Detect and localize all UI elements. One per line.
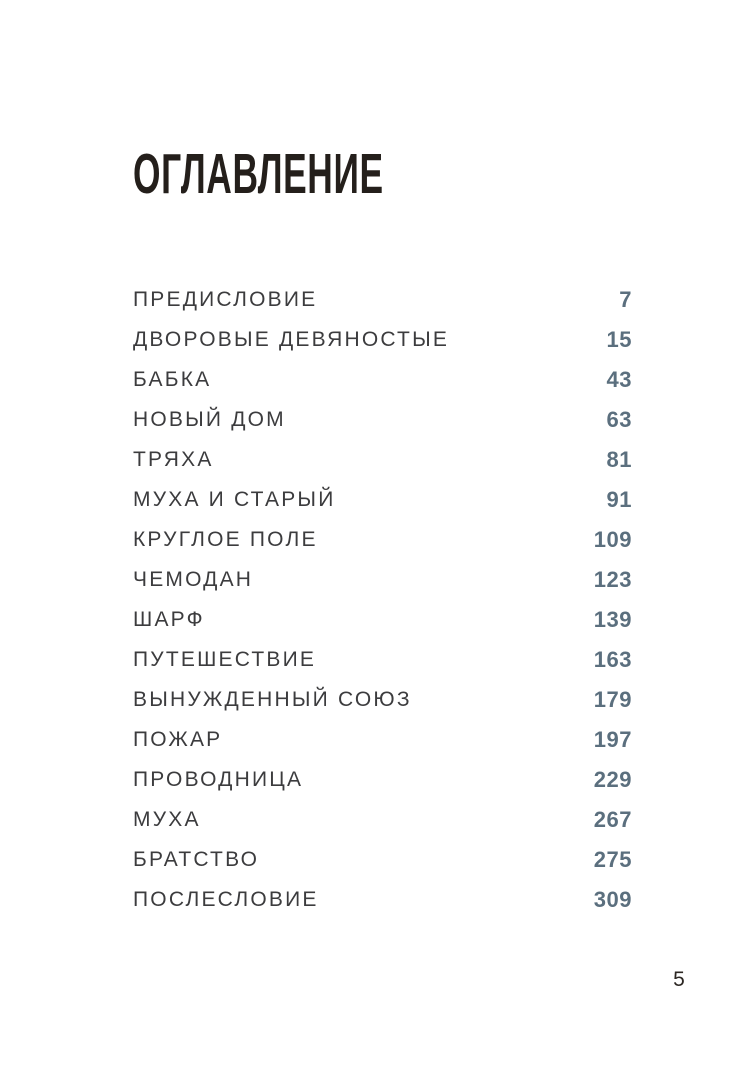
toc-entry-title: ПОЖАР xyxy=(133,728,223,751)
toc-entry-title: ДВОРОВЫЕ ДЕВЯНОСТЫЕ xyxy=(133,328,450,351)
toc-entry-row: ПОЖАР 197 xyxy=(133,720,632,760)
toc-entry-title: МУХА И СТАРЫЙ xyxy=(133,488,336,511)
toc-entry-title: ПРЕДИСЛОВИЕ xyxy=(133,288,318,311)
toc-entry-row: ПРОВОДНИЦА 229 xyxy=(133,760,632,800)
folio-page-number: 5 xyxy=(673,968,685,991)
toc-entry-row: МУХА И СТАРЫЙ 91 xyxy=(133,480,632,520)
toc-entry-row: НОВЫЙ ДОМ 63 xyxy=(133,400,632,440)
toc-list: ПРЕДИСЛОВИЕ 7 ДВОРОВЫЕ ДЕВЯНОСТЫЕ 15 БАБ… xyxy=(133,280,632,920)
toc-entry-title: НОВЫЙ ДОМ xyxy=(133,408,286,431)
toc-entry-page: 123 xyxy=(593,567,632,592)
toc-entry-page: 179 xyxy=(593,687,632,712)
toc-entry-page: 63 xyxy=(606,407,632,432)
toc-entry-page: 109 xyxy=(593,527,632,552)
toc-entry-page: 43 xyxy=(606,367,632,392)
toc-entry-title: БРАТСТВО xyxy=(133,848,260,871)
toc-entry-title: БАБКА xyxy=(133,368,212,391)
toc-entry-row: ТРЯХА 81 xyxy=(133,440,632,480)
toc-entry-row: ДВОРОВЫЕ ДЕВЯНОСТЫЕ 15 xyxy=(133,320,632,360)
toc-entry-page: 197 xyxy=(593,727,632,752)
toc-entry-page: 229 xyxy=(593,767,632,792)
toc-entry-page: 163 xyxy=(593,647,632,672)
toc-entry-title: КРУГЛОЕ ПОЛЕ xyxy=(133,528,318,551)
toc-entry-title: ВЫНУЖДЕННЫЙ СОЮЗ xyxy=(133,688,412,711)
toc-entry-row: ПУТЕШЕСТВИЕ 163 xyxy=(133,640,632,680)
toc-entry-row: ПРЕДИСЛОВИЕ 7 xyxy=(133,280,632,320)
toc-entry-title: ПОСЛЕСЛОВИЕ xyxy=(133,888,319,911)
toc-entry-title: МУХА xyxy=(133,808,201,831)
toc-entry-page: 275 xyxy=(593,847,632,872)
toc-entry-title: ТРЯХА xyxy=(133,448,214,471)
toc-entry-row: ПОСЛЕСЛОВИЕ 309 xyxy=(133,880,632,920)
page-title: ОГЛАВЛЕНИЕ xyxy=(133,142,384,206)
toc-entry-page: 139 xyxy=(593,607,632,632)
toc-entry-page: 81 xyxy=(606,447,632,472)
toc-entry-row: ЧЕМОДАН 123 xyxy=(133,560,632,600)
toc-entry-row: БАБКА 43 xyxy=(133,360,632,400)
toc-entry-page: 7 xyxy=(619,287,632,312)
toc-entry-page: 267 xyxy=(593,807,632,832)
toc-entry-page: 91 xyxy=(606,487,632,512)
toc-entry-title: ПРОВОДНИЦА xyxy=(133,768,304,791)
toc-entry-row: ШАРФ 139 xyxy=(133,600,632,640)
toc-entry-row: МУХА 267 xyxy=(133,800,632,840)
toc-entry-title: ПУТЕШЕСТВИЕ xyxy=(133,648,317,671)
toc-entry-row: ВЫНУЖДЕННЫЙ СОЮЗ 179 xyxy=(133,680,632,720)
toc-entry-row: БРАТСТВО 275 xyxy=(133,840,632,880)
toc-entry-row: КРУГЛОЕ ПОЛЕ 109 xyxy=(133,520,632,560)
toc-entry-title: ШАРФ xyxy=(133,608,205,631)
toc-entry-title: ЧЕМОДАН xyxy=(133,568,254,591)
toc-entry-page: 309 xyxy=(593,887,632,912)
toc-entry-page: 15 xyxy=(606,327,632,352)
